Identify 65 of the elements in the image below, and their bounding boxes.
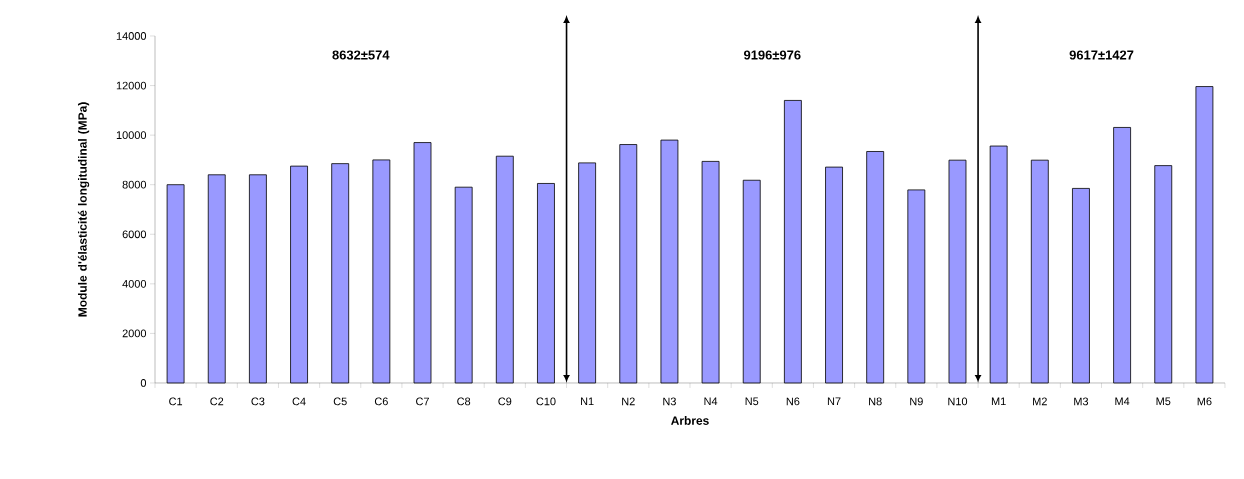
x-tick-label: N9 bbox=[910, 397, 923, 406]
bar bbox=[166, 184, 185, 384]
x-tick-label: N1 bbox=[581, 397, 594, 406]
x-tick-label: C10 bbox=[536, 397, 556, 406]
bar bbox=[660, 139, 679, 384]
bar bbox=[701, 161, 720, 384]
x-tick-label: C4 bbox=[292, 397, 306, 406]
bar bbox=[1154, 165, 1173, 384]
x-tick-label: N8 bbox=[869, 397, 882, 406]
bar bbox=[413, 142, 432, 384]
bar bbox=[248, 174, 267, 384]
annotation: 9617±1427 bbox=[1069, 50, 1134, 60]
bar bbox=[825, 166, 843, 384]
bar bbox=[907, 189, 926, 384]
x-tick-label: M1 bbox=[991, 397, 1006, 406]
bar bbox=[948, 159, 967, 384]
bar bbox=[578, 162, 597, 384]
bar bbox=[331, 163, 350, 384]
bar bbox=[207, 174, 226, 384]
y-tick-label: 2000 bbox=[122, 329, 147, 338]
x-axis-title: Arbres bbox=[671, 416, 709, 425]
x-tick-label: N2 bbox=[622, 397, 635, 406]
x-tick-label: M3 bbox=[1074, 397, 1089, 406]
x-tick-label: N5 bbox=[745, 397, 759, 406]
x-tick-label: N7 bbox=[827, 397, 841, 406]
bar bbox=[495, 155, 514, 384]
x-tick-label: C5 bbox=[333, 397, 347, 406]
bar bbox=[537, 183, 555, 384]
bar bbox=[989, 145, 1008, 384]
bar bbox=[1195, 86, 1214, 384]
y-tick-label: 14000 bbox=[116, 32, 147, 40]
y-tick-label: 4000 bbox=[122, 279, 147, 288]
y-tick-label: 8000 bbox=[122, 180, 147, 189]
y-tick-label: 0 bbox=[140, 379, 147, 387]
bar bbox=[619, 144, 638, 384]
bar bbox=[290, 165, 308, 384]
x-tick-label: M5 bbox=[1156, 397, 1171, 406]
bar bbox=[783, 100, 802, 384]
y-tick-label: 6000 bbox=[122, 230, 147, 239]
bar bbox=[1072, 188, 1090, 384]
x-tick-label: C7 bbox=[416, 397, 429, 406]
x-tick-label: N3 bbox=[663, 397, 676, 406]
x-tick-label: M4 bbox=[1115, 397, 1130, 406]
annotation: 9196±976 bbox=[743, 50, 801, 60]
annotation: 8632±574 bbox=[332, 50, 390, 60]
x-tick-label: N6 bbox=[786, 397, 800, 406]
x-tick-label: C1 bbox=[169, 397, 183, 406]
x-tick-label: C9 bbox=[498, 397, 512, 406]
bar bbox=[742, 179, 761, 384]
bar bbox=[454, 186, 473, 384]
bar bbox=[1030, 159, 1049, 384]
x-tick-label: C8 bbox=[457, 397, 471, 406]
x-tick-label: N10 bbox=[948, 397, 968, 406]
bar bbox=[866, 151, 885, 384]
x-tick-label: M2 bbox=[1033, 397, 1047, 406]
y-tick-label: 10000 bbox=[116, 131, 147, 140]
x-tick-label: M6 bbox=[1197, 397, 1212, 406]
x-tick-label: C3 bbox=[251, 397, 265, 406]
x-tick-label: C2 bbox=[210, 397, 224, 406]
y-tick-label: 12000 bbox=[116, 81, 147, 90]
bar bbox=[372, 159, 391, 384]
bar bbox=[1113, 127, 1131, 384]
x-tick-label: C6 bbox=[374, 397, 388, 406]
y-axis-title: Module d'élasticité longitudinal (MPa) bbox=[77, 102, 90, 317]
x-tick-label: N4 bbox=[704, 397, 718, 406]
